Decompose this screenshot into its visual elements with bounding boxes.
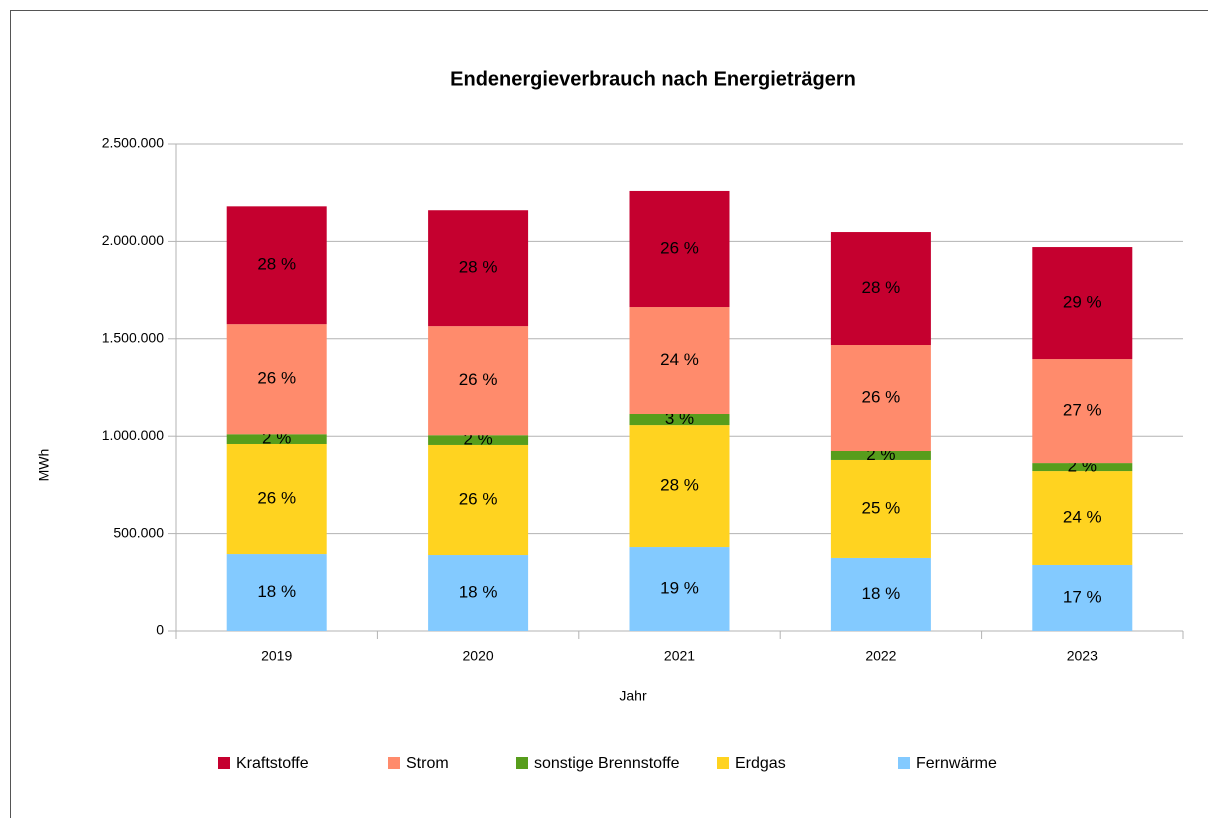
bar-segment — [428, 210, 529, 327]
bar-segment — [1032, 471, 1133, 565]
legend-swatch — [218, 757, 230, 769]
bar-segment — [226, 324, 327, 435]
data-label: 28 % — [862, 278, 901, 297]
data-label: 28 % — [257, 255, 296, 274]
x-tick-label: 2019 — [261, 648, 292, 664]
legend-label: Kraftstoffe — [236, 755, 309, 772]
data-label: 28 % — [459, 258, 498, 277]
x-tick-label: 2022 — [865, 648, 896, 664]
data-label: 19 % — [660, 579, 699, 598]
y-axis-label: MWh — [36, 449, 52, 482]
bar-segment — [428, 435, 529, 445]
data-label: 17 % — [1063, 587, 1102, 606]
chart-title: Endenergieverbrauch nach Energieträgern — [450, 68, 856, 90]
data-label: 26 % — [257, 489, 296, 508]
data-label: 26 % — [660, 238, 699, 257]
x-axis-label: Jahr — [619, 688, 647, 704]
bar-segment — [830, 451, 931, 460]
bar-segment — [226, 554, 327, 631]
bar-segment — [629, 425, 730, 548]
data-label: 26 % — [459, 489, 498, 508]
data-label: 28 % — [660, 476, 699, 495]
legend-label: Erdgas — [735, 755, 786, 772]
data-label: 26 % — [459, 370, 498, 389]
x-tick-label: 2023 — [1067, 648, 1098, 664]
legend-label: Strom — [406, 755, 449, 772]
bar-segment — [830, 557, 931, 631]
data-label: 18 % — [257, 582, 296, 601]
y-tick-label: 1.500.000 — [102, 330, 164, 346]
legend-swatch — [717, 757, 729, 769]
legend-label: sonstige Brennstoffe — [534, 755, 680, 772]
bar-segment — [830, 345, 931, 452]
bar-segment — [428, 555, 529, 631]
legend-swatch — [516, 757, 528, 769]
bar-segment — [1032, 359, 1133, 464]
bar-segment — [1032, 463, 1133, 472]
data-label: 26 % — [257, 369, 296, 388]
y-tick-label: 0 — [156, 622, 164, 638]
bar-segment — [1032, 564, 1133, 631]
data-label: 24 % — [1063, 508, 1102, 527]
y-tick-label: 500.000 — [113, 524, 164, 540]
bar-segment — [226, 443, 327, 555]
bar-segment — [1032, 247, 1133, 360]
y-tick-label: 2.000.000 — [102, 232, 164, 248]
legend-swatch — [898, 757, 910, 769]
data-label: 26 % — [862, 388, 901, 407]
x-tick-label: 2021 — [664, 648, 695, 664]
data-label: 29 % — [1063, 293, 1102, 312]
bar-segment — [629, 547, 730, 631]
bar-segment — [629, 307, 730, 414]
data-label: 24 % — [660, 350, 699, 369]
bar-segment — [830, 459, 931, 558]
bar-segment — [226, 434, 327, 444]
y-tick-label: 1.000.000 — [102, 427, 164, 443]
bar-segment — [629, 413, 730, 426]
data-label: 27 % — [1063, 401, 1102, 420]
x-tick-label: 2020 — [463, 648, 494, 664]
bar-segment — [428, 444, 529, 556]
chart-frame — [10, 10, 1208, 818]
bar-segment — [226, 206, 327, 325]
data-label: 25 % — [862, 498, 901, 517]
y-tick-label: 2.500.000 — [102, 135, 164, 151]
data-label: 18 % — [459, 582, 498, 601]
legend-label: Fernwärme — [916, 755, 997, 772]
bar-segment — [428, 326, 529, 436]
legend-swatch — [388, 757, 400, 769]
bar-segment — [830, 232, 931, 346]
data-label: 18 % — [862, 584, 901, 603]
bar-segment — [629, 190, 730, 308]
